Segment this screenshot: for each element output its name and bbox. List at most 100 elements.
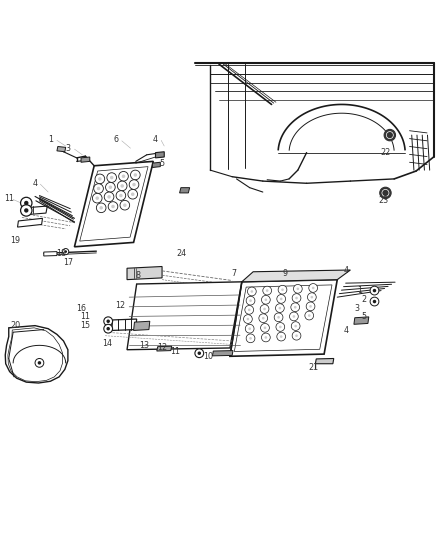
Circle shape	[380, 187, 391, 199]
Circle shape	[292, 294, 301, 302]
Text: 12: 12	[115, 302, 126, 310]
Circle shape	[274, 313, 283, 322]
Circle shape	[261, 333, 270, 342]
Circle shape	[373, 289, 376, 292]
Text: 21: 21	[308, 363, 318, 372]
Circle shape	[280, 335, 283, 338]
Circle shape	[248, 327, 251, 330]
Circle shape	[259, 314, 268, 322]
Polygon shape	[354, 317, 369, 324]
Circle shape	[110, 176, 113, 179]
Circle shape	[306, 302, 315, 311]
Text: 4: 4	[32, 179, 38, 188]
Circle shape	[122, 174, 125, 178]
Text: 2: 2	[361, 295, 366, 304]
Text: 4: 4	[343, 266, 349, 276]
Circle shape	[21, 197, 32, 209]
Text: 5: 5	[159, 159, 165, 168]
Circle shape	[95, 197, 99, 200]
Circle shape	[132, 183, 136, 187]
Circle shape	[248, 309, 251, 311]
Circle shape	[294, 306, 297, 309]
Circle shape	[386, 132, 393, 139]
Circle shape	[305, 311, 314, 320]
Text: 20: 20	[10, 321, 21, 330]
Circle shape	[104, 317, 113, 326]
Circle shape	[294, 325, 297, 327]
Circle shape	[245, 305, 254, 314]
Circle shape	[277, 316, 280, 319]
Polygon shape	[44, 252, 57, 256]
Circle shape	[24, 208, 28, 213]
Circle shape	[247, 287, 256, 296]
Circle shape	[382, 189, 389, 197]
Text: 18: 18	[57, 249, 66, 258]
Circle shape	[92, 193, 102, 203]
Text: 9: 9	[282, 269, 287, 278]
Circle shape	[265, 298, 267, 301]
Circle shape	[97, 187, 100, 190]
Circle shape	[279, 326, 282, 328]
Text: 15: 15	[80, 321, 91, 330]
Circle shape	[295, 297, 298, 300]
Polygon shape	[57, 147, 66, 152]
Circle shape	[106, 319, 110, 323]
Circle shape	[120, 184, 124, 188]
Text: 1: 1	[357, 286, 362, 295]
Circle shape	[129, 180, 139, 189]
Circle shape	[308, 314, 311, 317]
Text: 3: 3	[65, 144, 71, 153]
Circle shape	[108, 201, 118, 211]
Circle shape	[265, 336, 267, 339]
Polygon shape	[74, 161, 153, 247]
Circle shape	[246, 334, 255, 343]
Circle shape	[312, 287, 314, 289]
Text: 24: 24	[177, 249, 187, 258]
Polygon shape	[180, 188, 190, 193]
Circle shape	[260, 304, 269, 313]
Circle shape	[98, 177, 102, 181]
Polygon shape	[315, 359, 334, 364]
Circle shape	[309, 284, 318, 292]
Text: 23: 23	[378, 196, 389, 205]
Text: 19: 19	[10, 236, 21, 245]
Text: 11: 11	[81, 312, 90, 321]
Circle shape	[291, 322, 300, 330]
Circle shape	[106, 182, 115, 192]
Circle shape	[24, 201, 28, 205]
Circle shape	[293, 285, 302, 293]
Circle shape	[370, 297, 379, 306]
Circle shape	[35, 359, 44, 367]
Circle shape	[291, 303, 300, 312]
Polygon shape	[24, 206, 47, 215]
Circle shape	[309, 305, 312, 308]
Circle shape	[263, 308, 266, 310]
Text: 4: 4	[153, 135, 158, 144]
Circle shape	[123, 204, 127, 207]
Circle shape	[119, 194, 123, 197]
Circle shape	[99, 206, 103, 209]
Text: 3: 3	[354, 304, 360, 313]
Circle shape	[279, 307, 281, 310]
Circle shape	[117, 181, 127, 191]
Circle shape	[276, 322, 285, 332]
Text: 11: 11	[4, 194, 14, 203]
Circle shape	[246, 296, 255, 305]
Circle shape	[277, 295, 286, 303]
Polygon shape	[242, 270, 350, 282]
Circle shape	[120, 200, 130, 210]
Circle shape	[290, 312, 298, 321]
Circle shape	[134, 173, 137, 177]
Circle shape	[38, 361, 41, 365]
Circle shape	[131, 170, 140, 180]
Circle shape	[111, 205, 115, 208]
Circle shape	[249, 300, 252, 302]
Polygon shape	[112, 319, 137, 330]
Circle shape	[106, 327, 110, 330]
Circle shape	[261, 295, 270, 304]
Circle shape	[276, 304, 284, 312]
Text: 7: 7	[232, 269, 237, 278]
Circle shape	[281, 288, 284, 291]
Circle shape	[244, 314, 252, 324]
Circle shape	[278, 285, 287, 294]
